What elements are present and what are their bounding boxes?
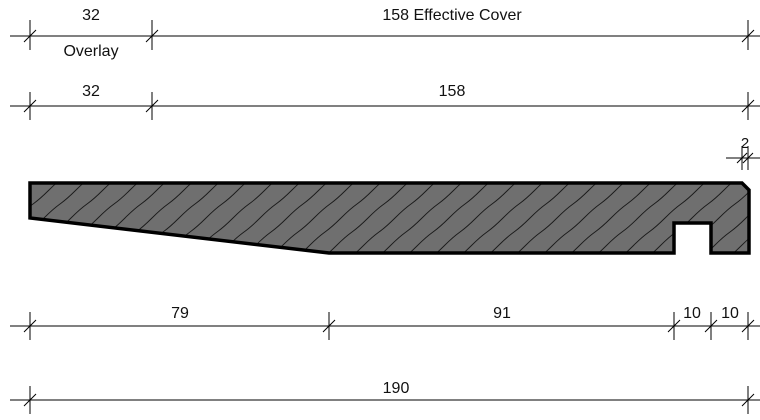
row2-right-label: 158: [439, 83, 466, 100]
total-width-label: 190: [383, 380, 410, 397]
dimension-row-parts: [10, 312, 760, 340]
effective-cover-label: 158 Effective Cover: [382, 7, 522, 24]
bevel-label: 2: [741, 135, 749, 152]
overlay-label: Overlay: [63, 43, 118, 60]
dimension-row-cover: [10, 92, 760, 120]
bottom-91-label: 91: [493, 305, 511, 322]
bevel-dimension: [726, 146, 760, 170]
wood-grain-hatch: [30, 183, 749, 253]
dimension-row-overlay: [10, 20, 760, 50]
overlay-width-label: 32: [82, 7, 100, 24]
bottom-79-label: 79: [171, 305, 189, 322]
row2-left-label: 32: [82, 83, 100, 100]
dimension-row-total: [10, 386, 760, 414]
bottom-10b-label: 10: [721, 305, 739, 322]
bottom-10a-label: 10: [683, 305, 701, 322]
board-profile: [28, 181, 751, 255]
